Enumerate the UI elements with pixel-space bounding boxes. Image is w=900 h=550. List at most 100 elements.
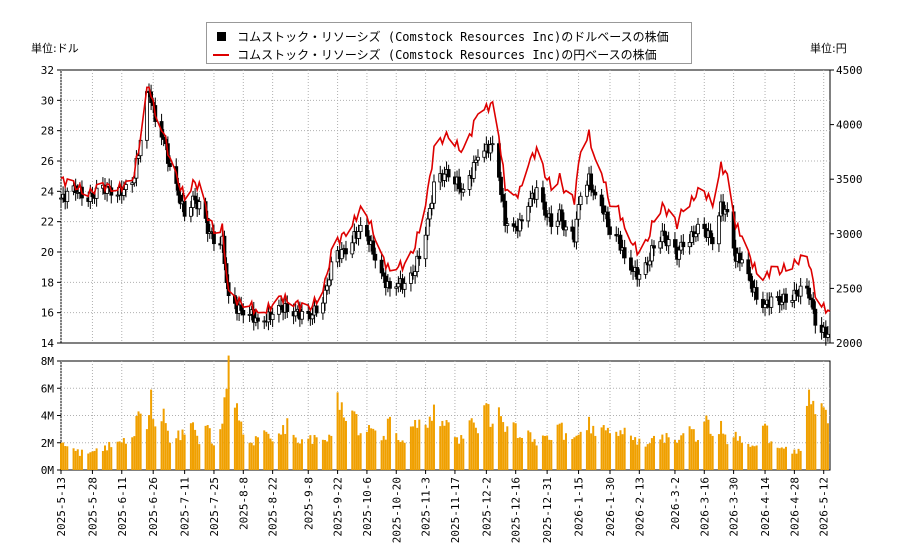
left-tick-label: 26 [41,155,54,168]
candle-body [191,195,195,208]
candle [702,217,707,237]
candle-body [356,231,361,239]
volume-bar [648,443,651,470]
volume-bar [236,403,239,470]
candle-body [501,194,506,202]
volume-bar [179,440,182,470]
date-tick-label: 2025-11-3 [420,477,433,537]
candle [379,253,384,280]
volume-bar [512,422,515,470]
candle [708,223,713,245]
candle-body [499,176,503,195]
left-tick-label: 24 [41,185,55,198]
volume-bar [717,434,720,470]
volume-bar [500,416,503,470]
volume-bar [755,445,758,470]
date-tick-label: 2025-7-11 [179,477,192,537]
candle [589,165,594,197]
volume-bar [162,408,165,470]
volume-bar [101,450,104,470]
volume-bar [280,434,283,470]
candle-body [425,218,430,236]
candle-body [90,192,95,198]
volume-bar [72,448,75,470]
candle [488,137,493,161]
candle-body [124,184,128,190]
volume-bar [351,410,354,470]
candle [618,230,623,255]
volume-bar [210,443,213,470]
volume-bar [426,427,429,470]
date-tick-label: 2025-8-22 [267,477,280,537]
volume-bar [483,405,486,470]
volume-bar [269,438,272,470]
candle [578,192,583,211]
candle [394,282,399,296]
left-tick-label: 28 [41,125,54,138]
volume-bar [324,440,327,470]
volume-bar [822,407,825,470]
right-tick-label: 3500 [836,173,863,186]
volume-bar [135,416,138,470]
volume-bar [497,407,500,470]
candle [721,193,726,222]
candle-body [325,285,330,291]
candle-body [409,272,413,284]
volume-bar [175,438,178,470]
candle [710,233,715,251]
date-tick-label: 2025-11-17 [449,477,462,543]
volume-bar [292,434,295,470]
candle-body [643,262,648,275]
candle [811,292,816,314]
candle-body [809,297,814,301]
candle-body [681,241,686,248]
volume-bar [110,447,113,470]
volume-bar [453,437,456,470]
volume-bar [89,452,92,470]
volume-bar [380,440,383,470]
volume-bar [711,435,714,470]
candle-body [490,143,495,146]
candle-body [777,296,782,306]
volume-bar [472,422,475,470]
candle [371,232,376,261]
candle-body [784,293,788,303]
volume-bar [634,437,637,470]
volume-bar [399,441,402,470]
candle [591,184,596,201]
candle-body [528,198,533,207]
volume-bar [692,429,695,470]
right-tick-label: 3000 [836,228,863,241]
candle [570,219,575,240]
candle [637,269,642,287]
candle-body [482,150,487,158]
volume-bar [307,438,310,470]
candle-body [415,255,420,272]
candle [388,277,392,297]
volume-bar [309,435,312,470]
candle [501,187,506,208]
price-panel-frame [60,69,831,344]
candle [779,293,784,311]
volume-bar [104,445,107,470]
candle [503,192,508,233]
candle-body [367,235,371,245]
candle [593,185,598,200]
candle-body [446,169,451,178]
candle [541,180,545,210]
volume-bar [145,429,148,470]
volume-bar [196,435,199,470]
candle-body [805,285,809,289]
volume-bar [458,443,461,470]
volume-bar [707,419,710,470]
candle-body [647,260,652,266]
volume-bar [445,420,448,470]
volume-bar [298,443,301,470]
volume-bar [722,433,725,470]
volume-bar [357,435,360,470]
candle-body [790,300,795,303]
volume-bar [338,409,341,470]
volume-bar [382,435,385,470]
volume-bar [219,429,222,470]
candle [574,211,579,250]
